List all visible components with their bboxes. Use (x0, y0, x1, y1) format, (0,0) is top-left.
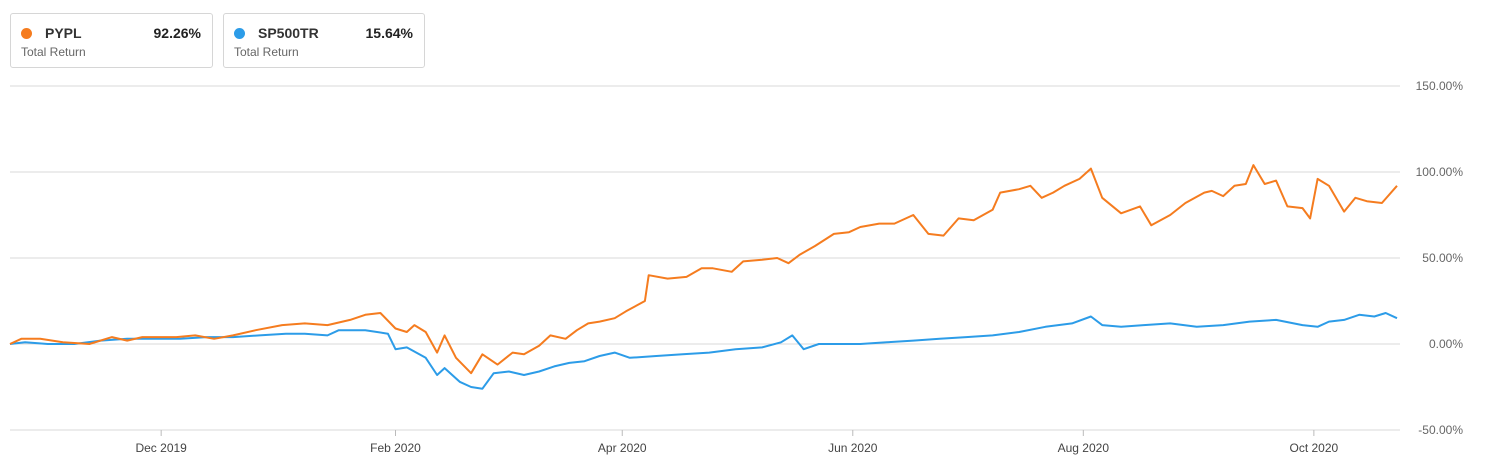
legend-card-sp500tr[interactable]: SP500TR 15.64% Total Return (223, 13, 425, 68)
y-tick-label: 0.00% (1429, 337, 1463, 351)
y-tick-label: 150.00% (1416, 79, 1464, 93)
legend-ticker: SP500TR (258, 25, 319, 41)
legend-total-return-value: 15.64% (365, 25, 413, 41)
x-tick-label: Apr 2020 (598, 441, 647, 455)
legend-total-return-value: 92.26% (153, 25, 201, 41)
legend-metric-label: Total Return (21, 45, 86, 59)
x-tick-label: Feb 2020 (370, 441, 421, 455)
x-tick-label: Oct 2020 (1290, 441, 1339, 455)
series-color-dot (234, 28, 245, 39)
y-tick-label: -50.00% (1418, 423, 1463, 437)
legend-card-pypl[interactable]: PYPL 92.26% Total Return (10, 13, 213, 68)
series-line-pypl (9, 164, 1398, 375)
x-tick-label: Dec 2019 (135, 441, 187, 455)
legend-ticker: PYPL (45, 25, 82, 41)
x-tick-label: Jun 2020 (828, 441, 878, 455)
y-tick-label: 100.00% (1416, 165, 1464, 179)
y-tick-label: 50.00% (1422, 251, 1463, 265)
x-tick-label: Aug 2020 (1058, 441, 1110, 455)
legend-metric-label: Total Return (234, 45, 299, 59)
series-color-dot (21, 28, 32, 39)
series-line-sp500tr (9, 312, 1398, 390)
